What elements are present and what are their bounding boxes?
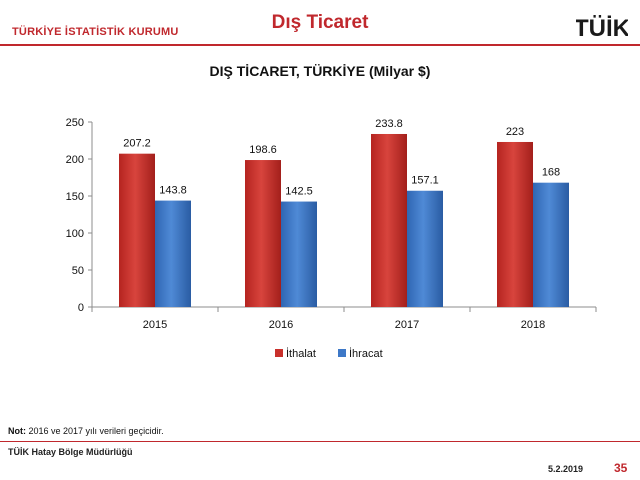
tuik-logo: TÜİK	[576, 15, 628, 42]
organization-name: TÜRKİYE İSTATİSTİK KURUMU	[12, 26, 179, 38]
tuik-logo-text: TÜİK	[576, 15, 628, 42]
y-tick-label: 150	[66, 191, 84, 203]
page-number: 35	[614, 461, 628, 475]
legend-label-0: İthalat	[286, 347, 316, 360]
bar-ihracat-2016	[281, 201, 317, 307]
x-tick-label: 2018	[521, 319, 545, 331]
footer-divider	[0, 441, 640, 442]
data-label: 223	[506, 126, 524, 138]
data-label: 168	[542, 167, 560, 179]
page-title: Dış Ticaret	[271, 12, 369, 33]
data-label: 157.1	[411, 175, 439, 187]
y-tick-label: 250	[66, 117, 84, 129]
bar-chart: 0 50 100 150 200 250 2015 2016 2017 2018 207.2 198.…	[66, 117, 597, 360]
bar-ithalat-2016	[245, 160, 281, 307]
x-tick-label: 2016	[269, 319, 293, 331]
data-label: 233.8	[375, 118, 403, 130]
data-label: 143.8	[159, 185, 187, 197]
bar-ithalat-2018	[497, 141, 533, 307]
bar-ihracat-2015	[155, 200, 191, 307]
footnote-label: Not:	[8, 426, 26, 436]
chart-title: DIŞ TİCARET, TÜRKİYE (Milyar $)	[209, 63, 431, 79]
legend-swatch-1	[338, 349, 346, 357]
bar-ithalat-2017	[371, 133, 407, 307]
x-tick-label: 2015	[143, 319, 167, 331]
data-label: 142.5	[285, 186, 313, 198]
data-label: 198.6	[249, 144, 277, 156]
y-tick-label: 100	[66, 228, 84, 240]
footnote-text: 2016 ve 2017 yılı verileri geçicidir.	[26, 426, 164, 436]
data-label: 207.2	[123, 138, 151, 150]
footnote: Not: 2016 ve 2017 yılı verileri geçicidi…	[8, 426, 164, 436]
slide-date: 5.2.2019	[548, 464, 584, 474]
header-divider	[0, 44, 640, 46]
y-tick-label: 200	[66, 154, 84, 166]
office-name: TÜİK Hatay Bölge Müdürlüğü	[8, 447, 133, 457]
bar-ihracat-2018	[533, 182, 569, 307]
bar-ihracat-2017	[407, 190, 443, 307]
y-tick-label: 50	[72, 265, 84, 277]
x-tick-label: 2017	[395, 319, 419, 331]
bar-ithalat-2015	[119, 153, 155, 307]
legend-label-1: İhracat	[349, 347, 383, 360]
y-tick-label: 0	[78, 302, 84, 314]
legend-swatch-0	[275, 349, 283, 357]
